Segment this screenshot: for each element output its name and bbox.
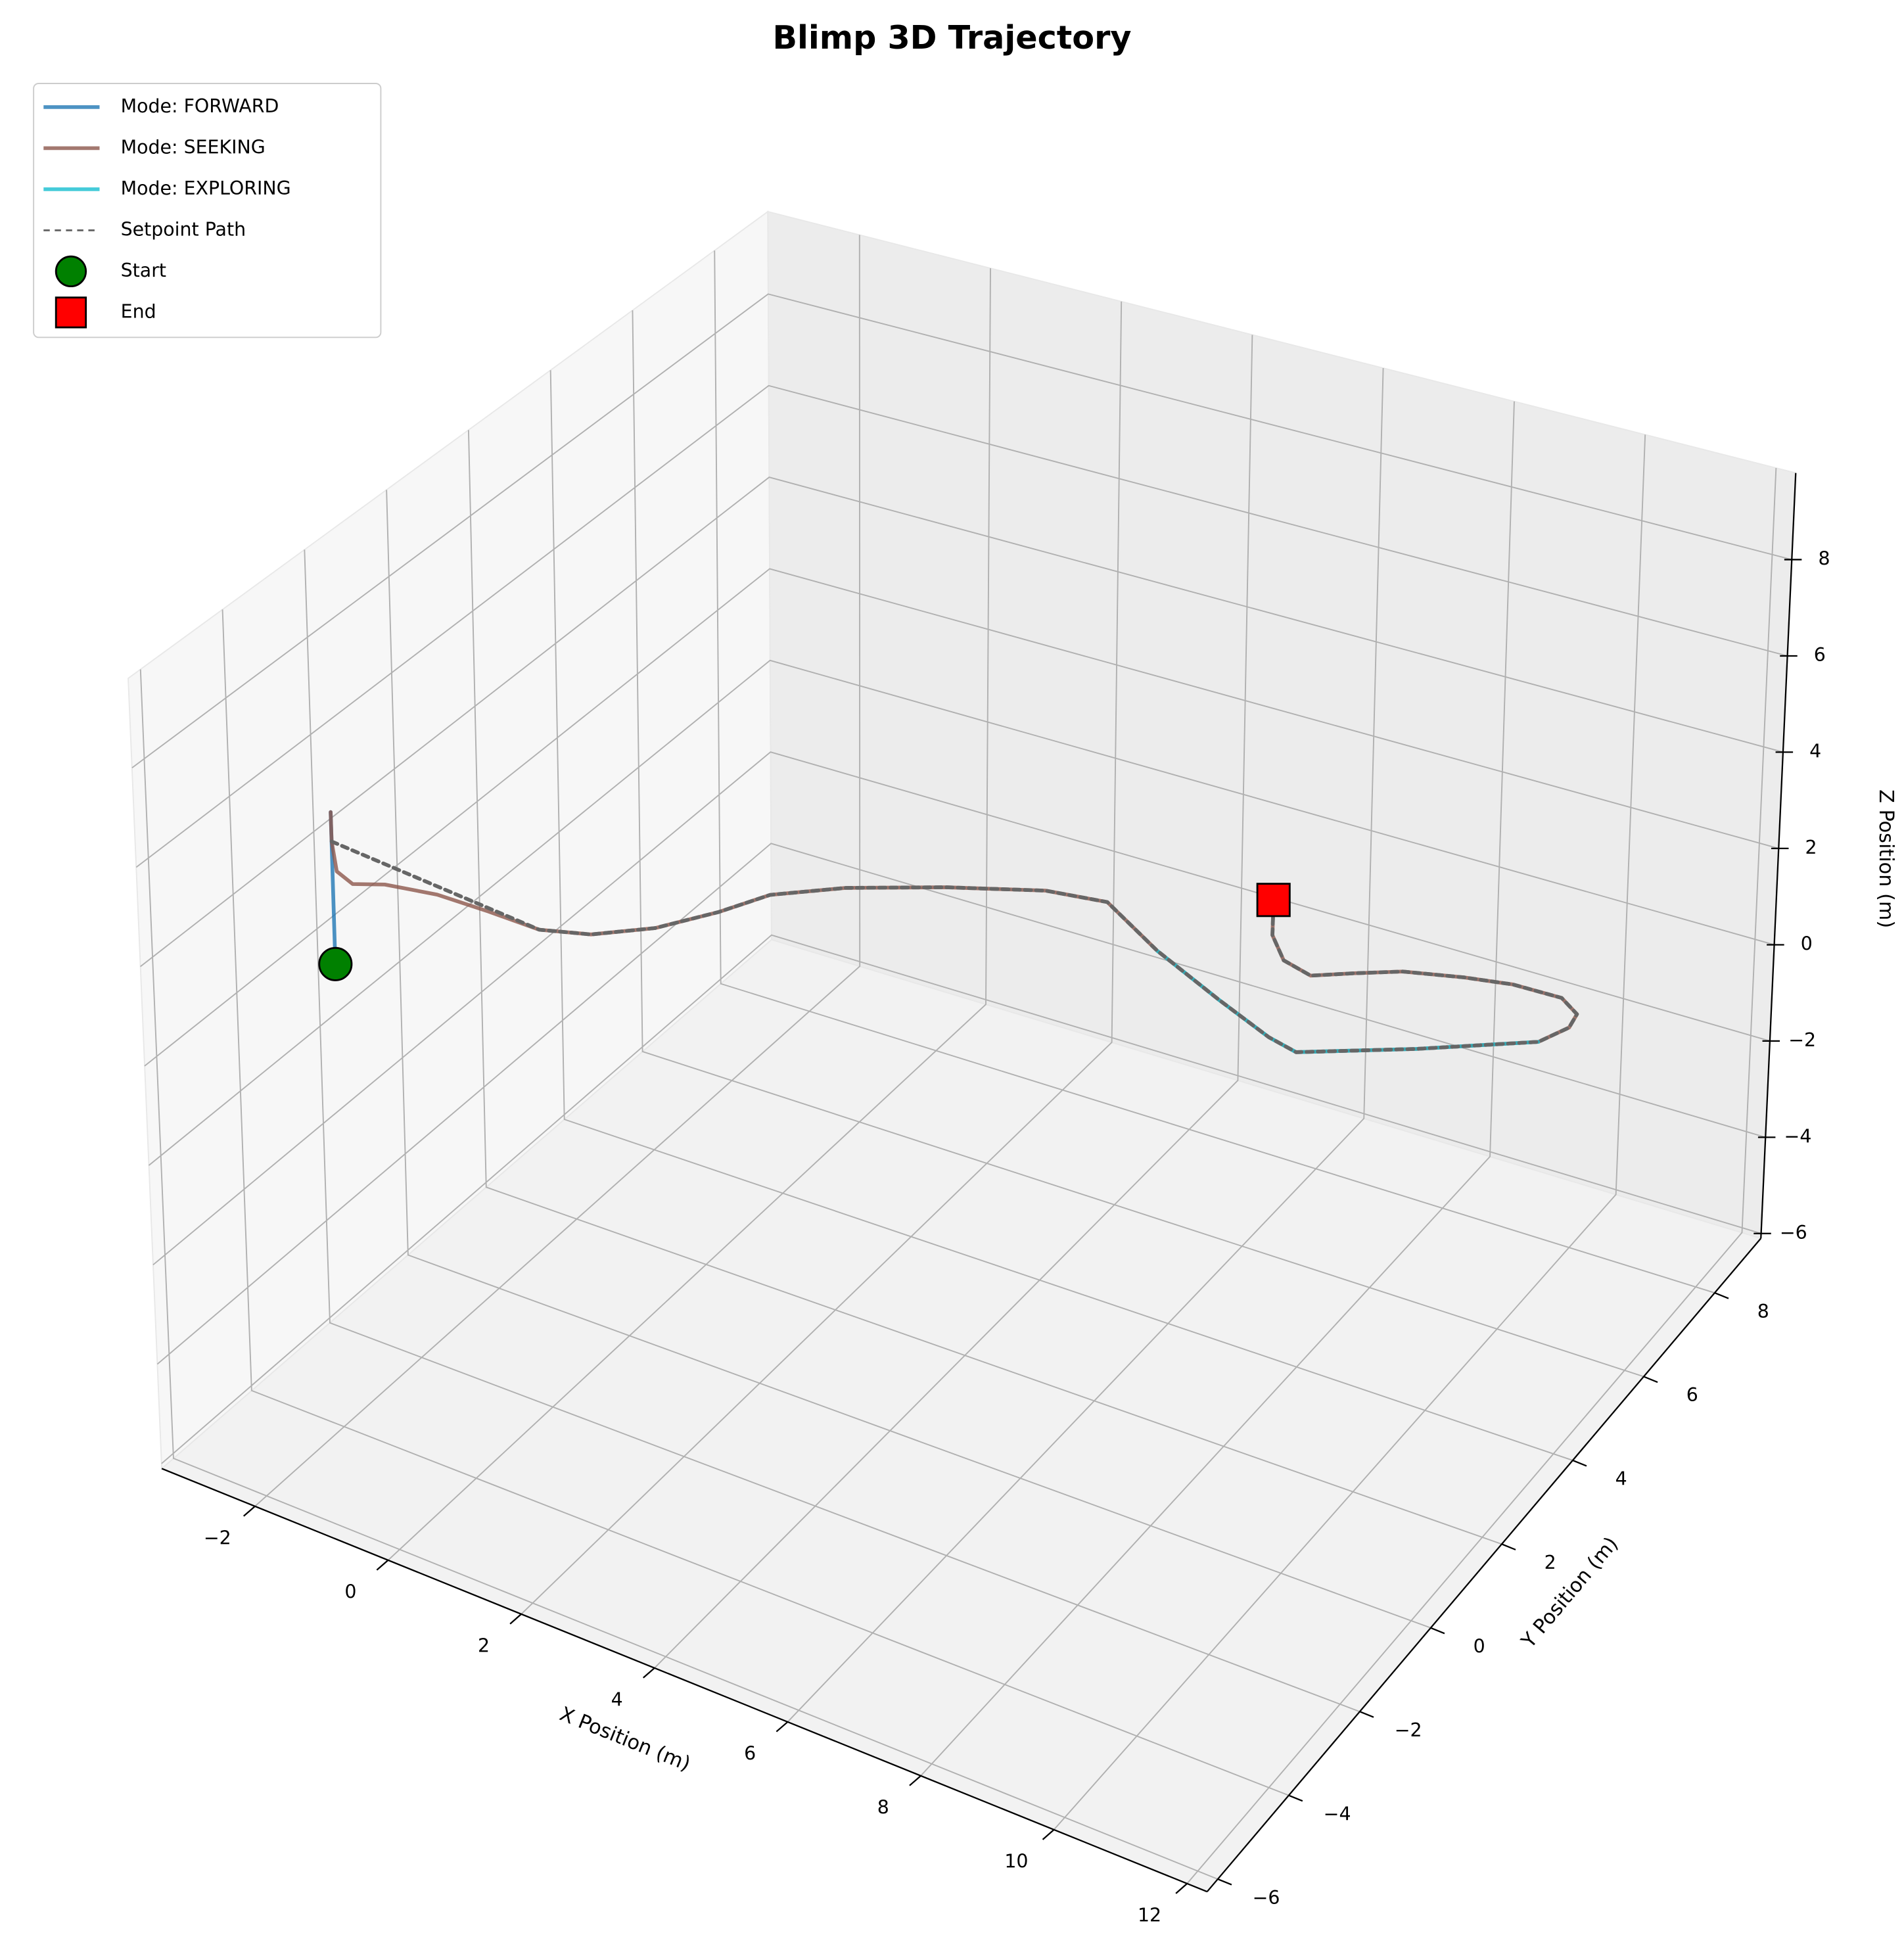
y-axis-line <box>1206 1238 1762 1892</box>
x-tick-label: 12 <box>1138 1905 1161 1926</box>
x-tick-label: 0 <box>344 1581 356 1602</box>
x-grid-line <box>654 335 1253 1669</box>
x-axis-label: X Position (m) <box>557 1703 694 1777</box>
legend-swatch <box>55 296 87 329</box>
y-tick <box>1501 1543 1516 1550</box>
x-tick-label: 2 <box>478 1635 490 1656</box>
y-grid-line <box>632 310 1644 1378</box>
x-grid-line <box>387 268 991 1561</box>
legend: Mode: FORWARD Mode: SEEKING Mode: EXPLORIN… <box>33 83 382 338</box>
y-tick-label: 6 <box>1686 1384 1698 1406</box>
x-grid-line <box>521 301 1123 1615</box>
x-tick-label: 10 <box>1004 1851 1028 1873</box>
x-tick <box>1175 1883 1188 1894</box>
y-tick-label: −4 <box>1324 1803 1351 1825</box>
y-tick-label: 2 <box>1544 1552 1556 1573</box>
axes: −2 0 2 4 6 8 10 12 −6 −4 −2 0 2 4 6 8 −6 −4 −2 0 2 4 6 8 <box>161 473 1830 1926</box>
z-tick-label: −2 <box>1788 1029 1816 1051</box>
x-tick <box>243 1505 256 1517</box>
x-axis-line <box>161 1468 1208 1893</box>
z-axis-label: Z Position (m) <box>1874 789 1897 928</box>
z-grid-line <box>144 568 1779 1067</box>
legend-label: Mode: FORWARD <box>121 95 279 117</box>
z-grid-line <box>131 293 1792 768</box>
end-marker <box>1256 883 1291 918</box>
y-tick-label: −2 <box>1395 1719 1422 1741</box>
grid <box>131 235 1792 1884</box>
y-tick <box>1359 1711 1374 1718</box>
y-tick-label: 8 <box>1757 1301 1769 1322</box>
z-tick-label: 8 <box>1818 547 1830 569</box>
x-tick-label: 6 <box>744 1742 756 1764</box>
y-tick-label: −6 <box>1253 1887 1280 1909</box>
y-grid-line <box>386 490 1431 1629</box>
x-grid-line <box>1053 434 1646 1830</box>
z-grid-line <box>140 477 1784 967</box>
x-tick <box>1042 1829 1055 1840</box>
x-tick-label: 8 <box>877 1797 889 1819</box>
y-tick <box>1288 1794 1303 1802</box>
legend-label: Setpoint Path <box>121 218 246 240</box>
z-tick-label: 2 <box>1805 837 1817 858</box>
z-tick-label: −4 <box>1784 1125 1812 1147</box>
legend-box <box>33 83 382 338</box>
z-grid-line <box>156 843 1766 1365</box>
x-tick-label: −2 <box>204 1527 231 1548</box>
y-tick <box>1643 1376 1658 1384</box>
z-grid-line <box>148 659 1775 1166</box>
legend-swatch <box>55 255 87 288</box>
start-marker <box>318 946 353 981</box>
y-tick <box>1430 1627 1445 1635</box>
x-grid-line <box>254 235 861 1507</box>
x-tick <box>776 1721 789 1733</box>
y-tick-label: 4 <box>1615 1468 1627 1490</box>
y-tick <box>1714 1292 1729 1299</box>
z-tick-label: 0 <box>1801 933 1813 954</box>
y-grid-line <box>714 250 1715 1293</box>
y-grid-line <box>139 669 1219 1880</box>
x-tick-label: 4 <box>611 1688 623 1710</box>
z-tick-label: 4 <box>1809 740 1821 762</box>
x-grid-line <box>787 368 1384 1723</box>
legend-label: Mode: SEEKING <box>121 136 266 158</box>
y-grid-line <box>467 430 1502 1545</box>
chart-title: Blimp 3D Trajectory <box>773 18 1132 57</box>
x-tick <box>909 1775 921 1786</box>
z-grid-line <box>135 384 1788 868</box>
legend-label: Mode: EXPLORING <box>121 177 291 199</box>
x-tick <box>509 1613 522 1625</box>
y-tick <box>1217 1878 1232 1886</box>
y-tick-label: 0 <box>1474 1636 1485 1658</box>
y-tick <box>1572 1459 1587 1467</box>
x-tick <box>376 1559 389 1571</box>
z-grid-line <box>161 934 1761 1464</box>
z-axis-line <box>1760 473 1797 1239</box>
x-grid-line <box>920 401 1515 1777</box>
y-axis-label: Y Position (m) <box>1517 1533 1623 1653</box>
y-grid-line <box>549 370 1573 1461</box>
legend-label: End <box>121 300 156 322</box>
z-tick-label: 6 <box>1814 644 1826 666</box>
x-grid-line <box>1186 468 1777 1884</box>
trajectory-line <box>329 839 1579 1054</box>
panes <box>128 210 1797 1893</box>
x-tick <box>642 1667 655 1679</box>
legend-label: Start <box>121 260 166 281</box>
z-tick-label: −6 <box>1780 1222 1807 1244</box>
z-grid-line <box>152 751 1771 1266</box>
y-grid-line <box>304 549 1360 1713</box>
plot-area <box>318 810 1579 1054</box>
y-grid-line <box>221 609 1289 1796</box>
